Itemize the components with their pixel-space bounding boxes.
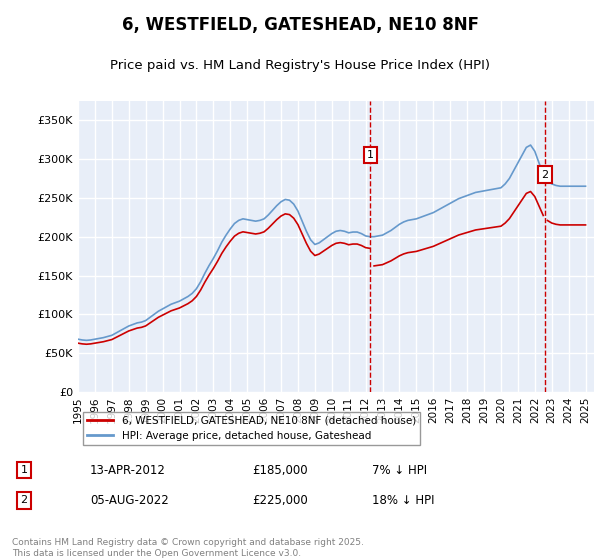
Text: 13-APR-2012: 13-APR-2012 <box>90 464 166 477</box>
Text: 2: 2 <box>541 170 548 180</box>
Text: £225,000: £225,000 <box>252 494 308 507</box>
Text: 05-AUG-2022: 05-AUG-2022 <box>90 494 169 507</box>
Text: 1: 1 <box>20 465 28 475</box>
Text: 2: 2 <box>20 495 28 505</box>
Legend: 6, WESTFIELD, GATESHEAD, NE10 8NF (detached house), HPI: Average price, detached: 6, WESTFIELD, GATESHEAD, NE10 8NF (detac… <box>83 412 420 445</box>
Text: 7% ↓ HPI: 7% ↓ HPI <box>372 464 427 477</box>
Text: 6, WESTFIELD, GATESHEAD, NE10 8NF: 6, WESTFIELD, GATESHEAD, NE10 8NF <box>121 16 479 34</box>
Text: Contains HM Land Registry data © Crown copyright and database right 2025.
This d: Contains HM Land Registry data © Crown c… <box>12 539 364 558</box>
Text: £185,000: £185,000 <box>252 464 308 477</box>
Text: 1: 1 <box>367 150 374 160</box>
Text: Price paid vs. HM Land Registry's House Price Index (HPI): Price paid vs. HM Land Registry's House … <box>110 59 490 72</box>
Text: 18% ↓ HPI: 18% ↓ HPI <box>372 494 434 507</box>
